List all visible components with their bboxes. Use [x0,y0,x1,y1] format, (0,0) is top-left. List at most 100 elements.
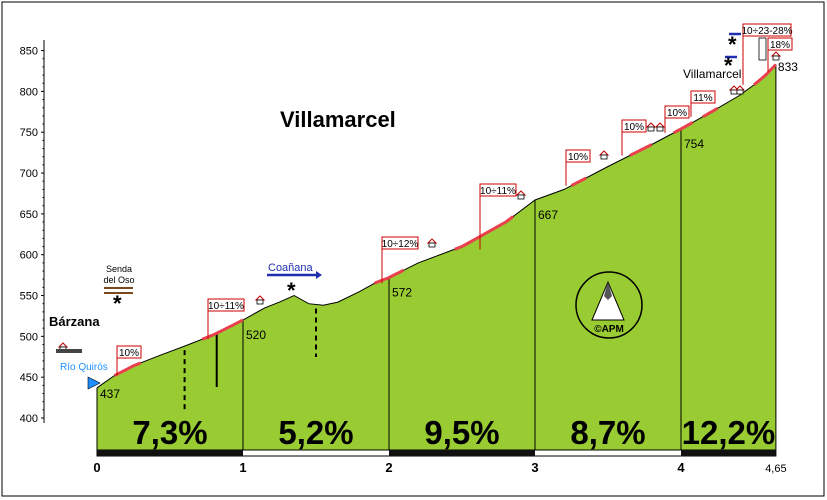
flag-label-5: 10% [624,122,644,133]
house-icon-2 [515,190,527,200]
flag-label-3: 10÷11% [480,186,516,197]
flag-label-1: 10÷11% [208,301,244,312]
flag-label-2: 10÷12% [382,239,419,250]
steep-line-7 [702,107,719,119]
house-icon-4 [645,122,657,132]
chart-title: Villamarcel [280,107,396,132]
asterisk-icon-summit-2: * [724,53,733,78]
flag-label-4: 10% [568,152,588,163]
house-icon-3-roof [598,150,610,156]
elevation-label-2: 572 [392,286,412,300]
asterisk-icon-summit-1: * [728,32,737,57]
x-bar-block-0 [97,450,243,456]
house-icon-4-roof [645,122,657,128]
coanana-arrow-head [316,271,322,279]
flag-label-8: 10÷23-28% [741,26,792,37]
place-barzana: Bárzana [49,314,100,329]
segment-gradient-2: 9,5% [424,414,499,451]
house-icon-1-wall [428,242,436,248]
y-tick-label-650: 650 [20,209,38,221]
y-tick-label-700: 700 [20,168,38,180]
y-tick-label-500: 500 [20,331,38,343]
steep-line-1 [201,318,244,341]
place-rio-quiros: Río Quirós [60,362,108,373]
x-tick-0: 0 [93,460,100,475]
logo-text: ©APM [594,324,624,335]
steep-line-8 [753,70,770,87]
logo-mountain [591,280,625,321]
x-tick-1: 1 [239,460,246,475]
elevation-label-1: 520 [246,328,266,342]
flag-label-7: 11% [693,93,712,104]
segment-gradient-4: 12,2% [682,414,776,451]
elevation-label-5: 833 [778,60,798,74]
logo-peak [604,282,612,300]
flag-box-9 [767,37,793,51]
steep-line-5 [629,143,653,157]
house-icon-2-wall [517,194,525,200]
steep-line-0 [113,361,142,377]
house-icon-2-roof [515,190,527,196]
km-lines: 437 520 572 667 754 833 [100,60,798,450]
house-icon-6-wall [730,89,738,95]
x-tick-3: 3 [531,460,538,475]
elevation-label-3: 667 [538,208,558,222]
y-tick-label-550: 550 [20,291,38,303]
village-icon-barzana [56,349,82,353]
house-icon-7 [734,85,746,95]
house-icon-1-roof [426,238,438,244]
y-tick-label-800: 800 [20,86,38,98]
summit-marker [758,37,767,61]
place-coanana: Coañana [268,262,314,274]
steep-line-6 [673,121,694,135]
flag-box-6 [664,105,690,119]
house-icon-8-roof [770,51,782,57]
house-icon-0 [254,295,266,305]
place-senda-line2: del Oso [103,275,134,285]
y-tick-label-750: 750 [20,127,38,139]
segment-gradient-1: 5,2% [278,414,353,451]
y-tick-label-850: 850 [20,46,38,58]
house-icon-3 [598,150,610,160]
steep-sections [113,63,777,377]
house-icon-7-wall [736,89,744,95]
house-icon-3-wall [600,154,608,160]
segment-gradient-0: 7,3% [132,414,207,451]
elevation-label-0: 437 [100,387,120,401]
x-axis: 0 1 2 3 4 4,65 [93,449,787,475]
steep-line-2 [373,268,405,285]
place-senda-line1: Senda [106,264,132,274]
steep-line-3 [454,215,515,251]
segment-gradient-3: 8,7% [570,414,645,451]
x-end-label: 4,65 [765,463,786,475]
flag-box-4 [565,149,591,163]
house-icon-8-wall [772,55,780,61]
profile-fill [97,64,776,450]
flag-box-1 [207,298,245,312]
house-icon-0-wall [256,299,264,305]
flag-box-8 [742,23,792,37]
house-icon-1 [426,238,438,248]
house-icon-barzana-roof [57,342,69,348]
river-icon [87,376,101,390]
place-villamarcel: Villamarcel [683,67,741,81]
house-icon-5-roof [654,122,666,128]
flag-box-5 [621,119,647,133]
house-icon-0-roof [254,295,266,301]
steep-line-4 [570,176,587,187]
asterisk-icon-coanana: * [287,278,296,303]
x-bar-block-4 [681,450,776,456]
elevation-label-4: 754 [684,137,704,151]
x-tick-4: 4 [677,460,685,475]
apm-logo: ©APM [575,271,643,339]
gradient-flags: 10% 10÷11% 10÷12% 10÷11% 10% 10% 10% 11% 10÷23-2… [116,23,793,376]
y-axis: 400 450 500 550 600 650 700 750 800 850 [20,40,45,425]
asterisk-icon-senda: * [113,291,122,316]
house-icon-5 [654,122,666,132]
flag-label-0: 10% [119,348,139,359]
